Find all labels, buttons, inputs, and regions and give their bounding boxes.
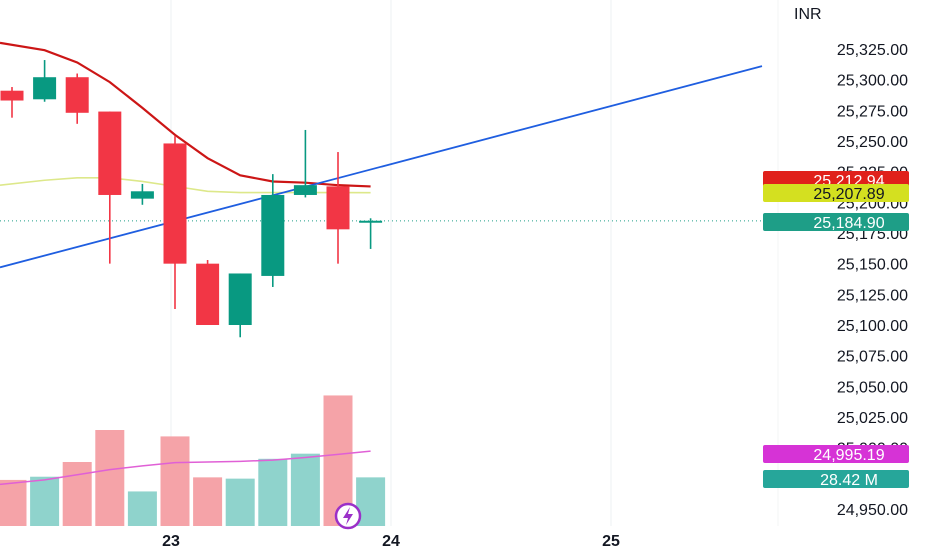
currency-label: INR [794,6,822,23]
price-badge: 25,184.90 [763,213,909,232]
candle-body[interactable] [0,90,24,101]
candle-body[interactable] [65,77,89,113]
price-tick-label: 25,325.00 [837,42,908,59]
volume-moving-average-line [0,450,371,486]
candle-body[interactable] [261,194,285,276]
price-badge-label: 24,995.19 [813,447,884,464]
price-badge-bg [763,445,909,463]
trend-line[interactable] [0,65,763,269]
price-tick-label: 25,125.00 [837,287,908,304]
candle-body[interactable] [228,273,252,325]
price-tick-label: 25,025.00 [837,410,908,427]
candles-layer [0,60,383,338]
candle-body[interactable] [130,191,154,199]
volume-layer [0,395,386,526]
price-badge-bg [763,213,909,231]
date-tick-label: 23 [162,533,180,550]
time-axis[interactable]: 23 24 25 [162,533,620,550]
price-tick-label: 25,300.00 [837,73,908,90]
volume-bar [290,453,320,526]
red-moving-average-line [0,41,371,188]
candle-body[interactable] [359,220,383,223]
price-tick-label: 25,150.00 [837,257,908,274]
price-badge: 25,207.89 [763,184,909,203]
volume-bar [30,476,60,526]
candle-body[interactable] [293,185,317,195]
price-tick-label: 25,275.00 [837,103,908,120]
price-tick-label: 25,050.00 [837,379,908,396]
price-tick-label: 25,075.00 [837,349,908,366]
price-tick-label: 25,100.00 [837,318,908,335]
price-badge-label: 25,207.89 [813,186,884,203]
date-tick-label: 25 [602,533,620,550]
lightning-bolt-icon[interactable] [334,502,362,530]
volume-bar [258,458,288,526]
price-badge-label: 25,184.90 [813,215,884,232]
volume-bar [225,478,255,526]
candle-body[interactable] [98,111,122,195]
volume-bar [95,430,125,526]
price-tick-label: 24,950.00 [837,502,908,519]
volume-bar [160,436,190,526]
price-badges: 25,212.9425,207.8925,184.9024,995.1928.4… [763,171,909,489]
volume-bar [62,462,92,526]
price-badge: 28.42 M [763,470,909,489]
price-badge: 24,995.19 [763,445,909,464]
candle-body[interactable] [33,77,57,100]
volume-bar [193,477,223,526]
price-tick-label: 25,250.00 [837,134,908,151]
candle-body[interactable] [163,143,187,264]
price-axis[interactable]: INR 25,325.00 25,300.00 25,275.00 25,250.00 2… [794,6,908,519]
candle-body[interactable] [326,186,350,230]
price-badge-bg [763,184,909,202]
price-badge-label: 28.42 M [820,472,878,489]
volume-bar [0,479,27,526]
volume-bar [127,491,157,526]
date-tick-label: 24 [382,533,400,550]
icon-bolt [343,507,353,525]
candle-body[interactable] [196,263,220,325]
price-badge-bg [763,470,909,488]
